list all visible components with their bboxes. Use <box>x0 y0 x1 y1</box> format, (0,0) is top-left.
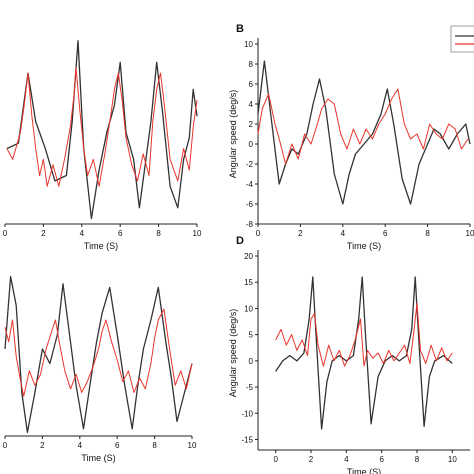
x-tick-label: 10 <box>188 441 197 450</box>
x-tick-label: 2 <box>309 455 314 464</box>
x-axis-label: Time (S) <box>81 453 115 463</box>
x-axis-label: Time (S) <box>347 241 381 251</box>
panel-letter: D <box>236 235 244 247</box>
x-tick-label: 10 <box>466 229 474 238</box>
x-tick-label: 4 <box>341 229 346 238</box>
x-tick-label: 0 <box>3 441 8 450</box>
x-tick-label: 4 <box>344 455 349 464</box>
y-tick-label: 0 <box>249 140 254 149</box>
legend-frame <box>450 25 474 53</box>
legend-box <box>450 25 474 53</box>
y-tick-label: 20 <box>244 252 253 261</box>
y-tick-label: 2 <box>249 120 254 129</box>
series-line-black <box>257 60 471 205</box>
y-tick-label: 15 <box>244 278 253 287</box>
x-tick-label: 10 <box>193 229 202 238</box>
panel-1: 0 2 4 6 8 10 Time (S) <box>3 40 202 251</box>
x-tick-label: 0 <box>256 229 261 238</box>
series-line-black <box>275 276 453 430</box>
y-tick-label: -15 <box>241 436 253 445</box>
series-line-red <box>4 308 193 397</box>
panel-3: 0 2 4 6 8 10 Time (S) <box>3 275 197 463</box>
y-tick-label: -10 <box>241 409 253 418</box>
y-tick-label: 8 <box>249 60 254 69</box>
y-tick-label: 5 <box>249 331 254 340</box>
x-axis-label: Time (S) <box>84 241 118 251</box>
x-tick-label: 10 <box>448 455 457 464</box>
series-line-red <box>6 67 198 187</box>
x-tick-label: 8 <box>152 441 157 450</box>
x-tick-label: 6 <box>118 229 123 238</box>
x-tick-label: 0 <box>273 455 278 464</box>
x-tick-label: 6 <box>383 229 388 238</box>
x-tick-label: 6 <box>379 455 384 464</box>
panel-letter: B <box>236 23 244 35</box>
y-tick-label: 4 <box>249 100 254 109</box>
x-tick-label: 8 <box>415 455 420 464</box>
series-line-black <box>6 40 198 220</box>
y-tick-label: -6 <box>246 200 254 209</box>
x-tick-label: 4 <box>80 229 85 238</box>
series-line-red <box>257 88 469 165</box>
x-tick-label: 2 <box>40 441 45 450</box>
y-tick-label: -4 <box>246 180 254 189</box>
x-tick-label: 8 <box>156 229 161 238</box>
series-line-black <box>4 275 193 434</box>
x-tick-label: 6 <box>115 441 120 450</box>
series-line-red <box>275 302 453 367</box>
x-tick-label: 4 <box>78 441 83 450</box>
panel-2: 0 2 4 6 8 10 Time (S) -8 -6 -4 -2 0 2 4 6 8 10 Angular sp… <box>228 23 474 251</box>
y-axis-label: Angular speed (deg/s) <box>228 309 238 398</box>
x-tick-label: 8 <box>425 229 430 238</box>
x-tick-label: 2 <box>298 229 303 238</box>
y-tick-label: 10 <box>244 40 253 49</box>
y-tick-label: -5 <box>246 383 254 392</box>
x-tick-label: 2 <box>41 229 46 238</box>
y-tick-label: 6 <box>249 80 254 89</box>
y-tick-label: 10 <box>244 304 253 313</box>
y-tick-label: -2 <box>246 160 254 169</box>
y-tick-label: -8 <box>246 220 254 229</box>
x-tick-label: 0 <box>3 229 8 238</box>
y-tick-label: 0 <box>249 357 254 366</box>
panel-4: 0 2 4 6 8 10 Time (S) -15 -10 -5 0 5 10 15 20 Angular s… <box>228 235 470 474</box>
x-axis-label: Time (S) <box>347 467 381 474</box>
y-axis-label: Angular speed (deg/s) <box>228 90 238 179</box>
